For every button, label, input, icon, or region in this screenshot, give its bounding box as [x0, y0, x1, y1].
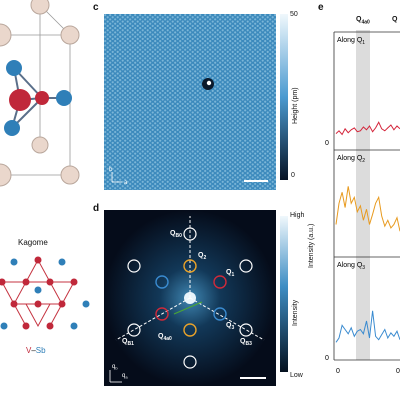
colorbar-c-min: 0	[291, 172, 295, 179]
colorbar-c-max: 50	[290, 11, 298, 18]
profile-line-2	[335, 186, 400, 232]
panel-label-c: c	[93, 2, 99, 13]
cs-atom	[60, 165, 80, 185]
panel-label-e: e	[318, 2, 324, 13]
e-ylabel: Intensity (a.u.)	[308, 223, 315, 268]
e-x-tick-right: 0	[396, 368, 400, 375]
panel-label-d: d	[93, 203, 100, 214]
e-sub3-label: Along Q3	[337, 262, 365, 271]
profile-frames	[333, 31, 400, 361]
colorbar-d-label: Intensity	[292, 299, 299, 326]
v-atom	[9, 89, 31, 111]
cs-atom	[30, 0, 50, 15]
sb-atom	[6, 60, 22, 76]
label-Q2: Q2	[198, 252, 206, 261]
e-zero-1: 0	[325, 140, 329, 147]
stm-topograph-c: a b	[104, 14, 276, 190]
e-top-right: Q	[392, 16, 398, 23]
label-Q3: Q3	[226, 322, 234, 331]
label-qa: qa	[122, 373, 128, 380]
label-QB1: QB1	[122, 338, 134, 347]
v-atom	[35, 91, 49, 105]
cs-atom	[60, 25, 80, 45]
kagome-legend: V–Sb	[26, 346, 46, 355]
q3-circles	[155, 275, 227, 321]
sb-sites	[0, 258, 90, 330]
kagome-title: Kagome	[18, 238, 48, 247]
label-Q1: Q1	[226, 269, 234, 278]
label-qb: qb	[112, 364, 118, 371]
highlight-band	[356, 30, 370, 360]
label-Q4a0: Q4a0	[158, 333, 172, 342]
cs-atom	[0, 23, 12, 47]
crystal-structure-figure	[0, 0, 80, 187]
profile-line-3	[335, 310, 400, 343]
colorbar-c-label: Height (pm)	[292, 87, 299, 124]
legend-v: V	[26, 346, 32, 355]
legend-dash: –	[31, 346, 36, 355]
label-QB3: QB3	[240, 338, 252, 347]
bragg-circles	[127, 227, 253, 369]
axis-b-label: b	[109, 167, 113, 173]
green-lines	[173, 301, 203, 315]
lattice-axes-c	[111, 172, 122, 183]
q2-circles	[183, 259, 197, 337]
colorbar-d	[280, 216, 288, 372]
e-zero-3: 0	[325, 355, 329, 362]
e-top-label: Q4a0	[356, 16, 370, 26]
cs-atom	[31, 136, 49, 154]
sb-atom	[4, 120, 20, 136]
cs-atom	[0, 163, 12, 187]
legend-sb: Sb	[35, 346, 46, 355]
sb-atom	[56, 90, 72, 106]
axis-a-label: a	[124, 180, 128, 186]
defect-bright	[206, 80, 212, 86]
e-sub2-label: Along Q2	[337, 155, 365, 164]
colorbar-d-max: High	[290, 212, 305, 219]
colorbar-d-min: Low	[290, 372, 303, 379]
e-sub1-label: Along Q1	[337, 37, 365, 46]
kagome-lattice-diagram	[0, 256, 90, 330]
label-QB0: QB0	[170, 230, 182, 239]
v-sites	[0, 256, 78, 330]
e-x-tick: 0	[336, 368, 340, 375]
fourier-transform-d: QB0 Q2 Q1 Q3 QB1 QB3 Q4a0 qa qb	[104, 210, 276, 386]
line-profile-chart: 0 0 0 0 Along Q1 Along Q2 Along Q3	[325, 30, 400, 375]
colorbar-c	[280, 14, 288, 180]
q1-circles	[155, 275, 227, 321]
profile-line-1	[335, 121, 400, 136]
q-axes-d	[109, 370, 122, 383]
